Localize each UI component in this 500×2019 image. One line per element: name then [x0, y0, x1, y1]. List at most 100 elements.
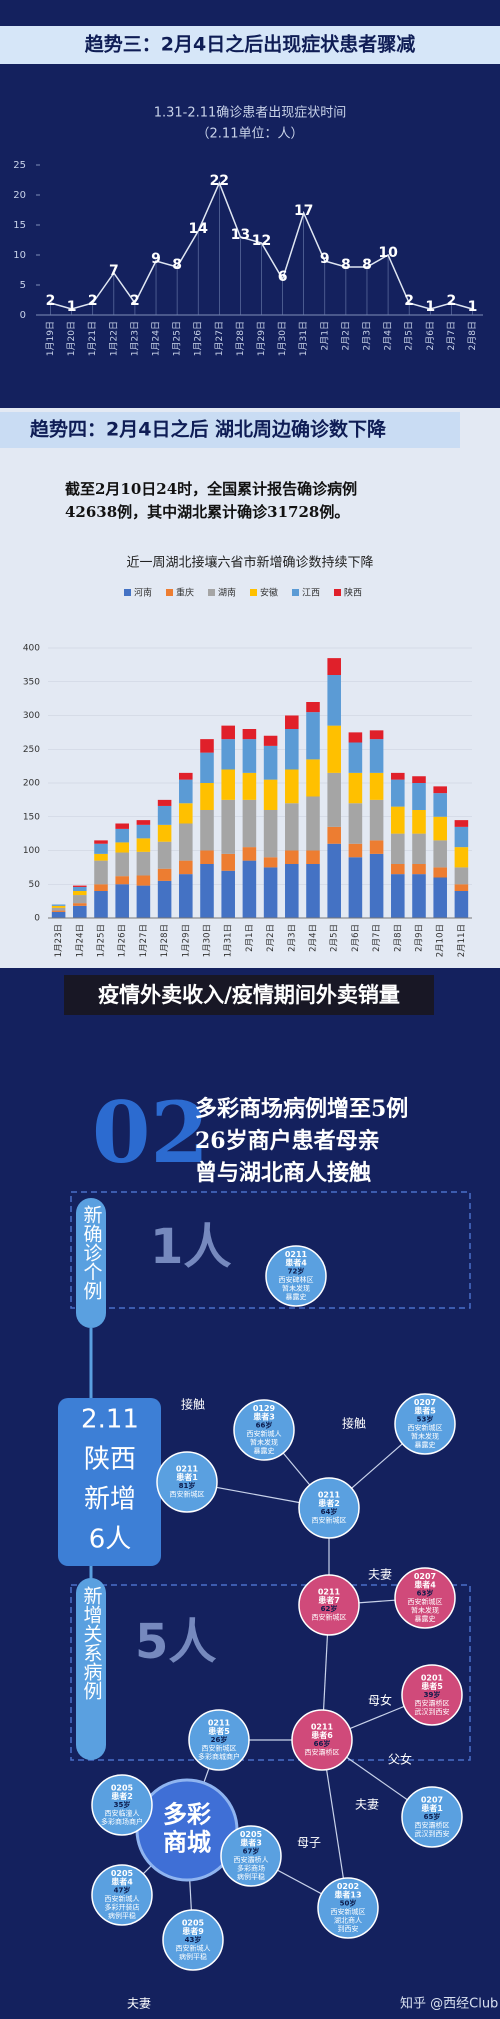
y-tick-label: 5: [20, 280, 26, 291]
x-tick-label: 1月29日: [256, 321, 267, 356]
x-tick-label: 1月31日: [224, 924, 234, 957]
bar-segment: [306, 702, 320, 713]
bar-segment: [242, 847, 257, 861]
case-node: [233, 1399, 295, 1461]
x-tick-label: 1月26日: [118, 924, 128, 957]
x-tick-label: 2月1日: [319, 321, 330, 350]
chart-title: 1.31-2.11确诊患者出现症状时间: [154, 106, 347, 121]
data-label: 8: [172, 257, 182, 273]
x-tick-label: 2月4日: [309, 924, 319, 952]
bar-segment: [73, 891, 87, 896]
case-node: [401, 1664, 463, 1726]
relation-label: 母子: [297, 1836, 321, 1850]
bar-segment: [306, 796, 320, 851]
case-text: 多彩商城商户: [198, 1752, 240, 1761]
case-node: [156, 1451, 218, 1513]
bar-segment: [221, 769, 235, 800]
bar-segment: [73, 886, 87, 891]
case-node: [91, 1774, 153, 1836]
case-text: 西安新城人: [247, 1429, 282, 1438]
case-node: [91, 1864, 153, 1926]
bar-segment: [412, 776, 426, 783]
bar-segment: [263, 745, 278, 780]
x-tick-label: 1月25日: [172, 321, 183, 356]
case-text: 0211: [318, 1588, 341, 1597]
data-label: 1: [468, 299, 478, 315]
bar-segment: [454, 826, 469, 848]
case-text: 暂未发现: [282, 1284, 310, 1293]
case-text: 0211: [318, 1491, 341, 1500]
y-tick-label: 15: [13, 220, 26, 231]
bar-segment: [412, 810, 426, 834]
case-text: 湖北商人: [334, 1916, 362, 1925]
bar-segment: [285, 864, 299, 918]
case-node: [394, 1567, 456, 1629]
bar-segment: [157, 805, 172, 825]
bar-segment: [454, 820, 469, 827]
bar-segment: [285, 850, 299, 864]
data-label: 1: [425, 299, 435, 315]
case-text: 患者3: [253, 1412, 275, 1422]
case-text: 暴露史: [286, 1292, 307, 1301]
bar-segment: [454, 884, 469, 891]
data-label: 9: [320, 251, 330, 267]
bar-segment: [327, 725, 341, 773]
case-text: 西安临潼人: [105, 1808, 140, 1817]
bar-segment: [157, 868, 172, 881]
case-text: 81岁: [179, 1481, 196, 1490]
line: [50, 181, 473, 310]
data-label: 1: [67, 299, 77, 315]
legend-label: 重庆: [176, 587, 194, 599]
x-tick-label: 1月26日: [193, 321, 204, 356]
bar-segment: [94, 853, 108, 861]
x-tick-label: 2月6日: [425, 321, 436, 350]
y-tick-label: 10: [13, 250, 26, 261]
case-text: 66岁: [256, 1421, 273, 1430]
bar-segment: [327, 658, 341, 675]
bar-segment: [433, 877, 447, 918]
bar-segment: [200, 752, 214, 783]
case-text: 患者4: [414, 1580, 436, 1590]
bar-segment: [391, 833, 405, 864]
case-text: 患者5: [421, 1681, 443, 1691]
header-bar: [0, 412, 460, 448]
count-label: 5人: [135, 1614, 216, 1670]
case-text: 患者1: [176, 1472, 198, 1482]
bar-segment: [348, 772, 363, 804]
y-tick-label: 20: [13, 190, 26, 201]
bar-segment: [200, 783, 214, 810]
bar-segment: [94, 860, 108, 885]
bar-segment: [454, 891, 469, 918]
case-text: 47岁: [114, 1886, 131, 1895]
pill: [76, 1198, 106, 1328]
bar-segment: [391, 806, 405, 834]
bar-segment: [221, 799, 235, 854]
bar-segment: [73, 885, 87, 887]
pill-label: 新增关系病例: [81, 1586, 103, 1700]
case-node: [298, 1477, 360, 1539]
bar-segment: [242, 729, 257, 740]
chart-title: 近一周湖北接壤六省市新增确诊数持续下降: [126, 555, 373, 571]
bar-segment: [369, 799, 384, 841]
chart-subtitle: （2.11单位：人）: [197, 127, 304, 142]
case-text: 0211: [176, 1465, 199, 1474]
x-tick-label: 1月23日: [129, 321, 140, 356]
legend-label: 河南: [134, 587, 152, 599]
bar-segment: [200, 739, 214, 753]
mall-label: 多彩: [163, 1800, 211, 1829]
bar-segment: [433, 786, 447, 794]
data-label: 6: [278, 269, 288, 285]
bar-segment: [115, 842, 129, 853]
case-text: 0211: [311, 1723, 334, 1732]
x-tick-label: 2月3日: [287, 924, 297, 952]
bar-segment: [391, 874, 405, 918]
case-node: [265, 1245, 327, 1307]
x-tick-label: 1月25日: [97, 924, 107, 957]
case-text: 多彩开装店: [105, 1903, 140, 1912]
y-tick-label: 100: [23, 846, 40, 856]
bar-segment: [433, 867, 447, 878]
bar-segment: [242, 860, 257, 918]
bar-segment: [94, 843, 108, 854]
bar-segment: [179, 803, 193, 824]
case-text: 0205: [111, 1783, 134, 1792]
